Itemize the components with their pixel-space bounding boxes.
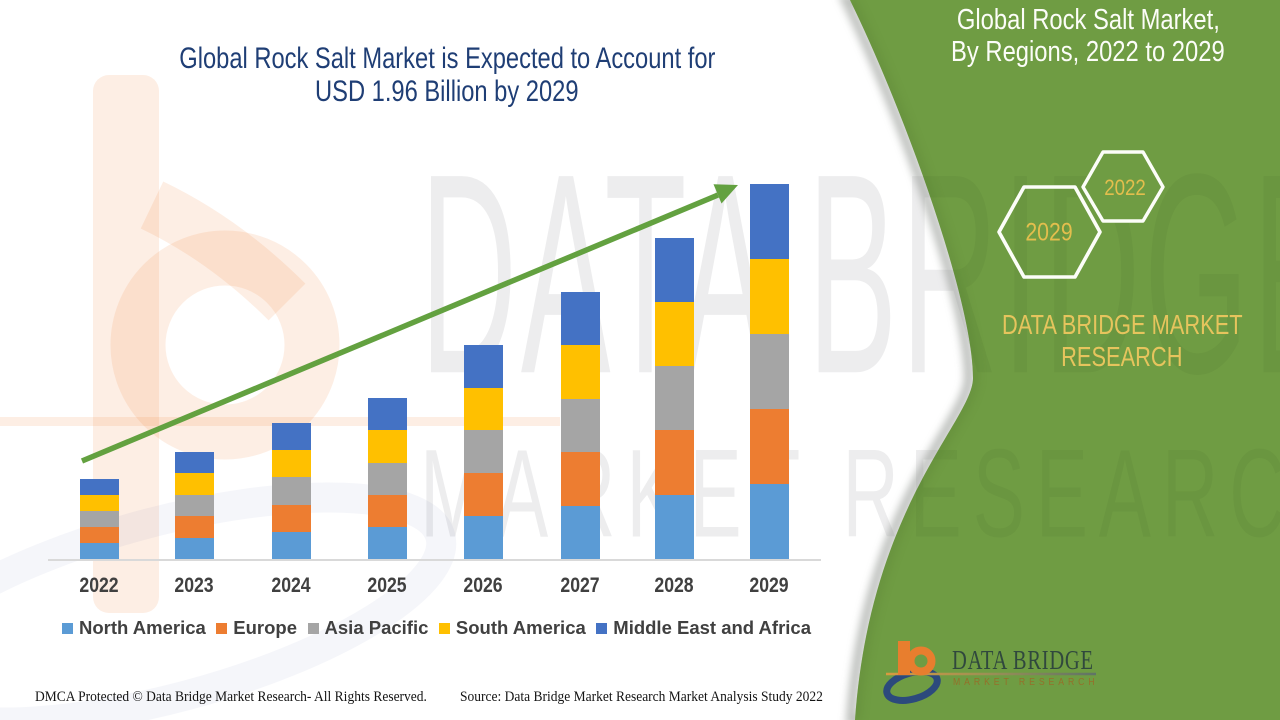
bar-segment-north-america xyxy=(367,526,407,559)
bar-segment-north-america xyxy=(749,483,789,559)
bar-column-2029 xyxy=(749,183,789,559)
bar-segment-middle-east-and-africa xyxy=(79,478,119,495)
side-panel-title: Global Rock Salt Market, By Regions, 202… xyxy=(888,4,1280,68)
hexagon-2029-label: 2029 xyxy=(1025,218,1073,247)
chart-legend: North America Europe Asia Pacific South Ame… xyxy=(62,617,811,639)
footer-dmca-text: DMCA Protected © Data Bridge Market Rese… xyxy=(35,689,427,705)
legend-swatch xyxy=(438,622,450,634)
bar-segment-asia-pacific xyxy=(367,462,407,495)
legend-swatch xyxy=(307,622,319,634)
bar-segment-south-america xyxy=(79,494,119,511)
bar-column-2027 xyxy=(560,292,600,559)
bar-segment-south-america xyxy=(654,301,694,367)
bar-segment-middle-east-and-africa xyxy=(463,344,503,388)
bar-column-2024 xyxy=(271,423,311,559)
legend-label: Asia Pacific xyxy=(324,617,429,638)
legend-label: Middle East and Africa xyxy=(613,617,811,638)
legend-item-europe: Europe xyxy=(216,617,297,639)
x-axis-label-2022: 2022 xyxy=(79,574,119,597)
bar-segment-europe xyxy=(367,494,407,527)
legend-label: South America xyxy=(455,617,586,638)
bar-segment-south-america xyxy=(560,345,600,399)
bar-segment-asia-pacific xyxy=(79,510,119,527)
bar-segment-middle-east-and-africa xyxy=(367,398,407,431)
x-axis-label-2023: 2023 xyxy=(174,574,214,597)
brand-wordmark-line1: DATA BRIDGE MARKET xyxy=(1001,309,1243,340)
bar-column-2028 xyxy=(654,237,694,559)
bar-segment-north-america xyxy=(463,516,503,559)
bar-segment-middle-east-and-africa xyxy=(271,423,311,451)
legend-swatch xyxy=(216,622,228,634)
bar-segment-europe xyxy=(174,516,214,538)
chart-title: Global Rock Salt Market is Expected to A… xyxy=(0,42,894,108)
bar-segment-middle-east-and-africa xyxy=(174,451,214,474)
legend-swatch xyxy=(62,622,73,634)
bar-segment-europe xyxy=(463,473,503,517)
bar-segment-south-america xyxy=(271,450,311,478)
bar-segment-south-america xyxy=(463,387,503,431)
bar-segment-europe xyxy=(271,504,311,532)
x-axis-label-2027: 2027 xyxy=(560,574,600,597)
bar-segment-north-america xyxy=(654,494,694,559)
legend-item-north-america: North America xyxy=(62,617,206,639)
brand-wordmark-line2: RESEARCH xyxy=(1061,341,1183,372)
x-axis-label-2025: 2025 xyxy=(367,574,407,597)
side-panel-title-line2: By Regions, 2022 to 2029 xyxy=(951,36,1225,68)
bar-segment-asia-pacific xyxy=(271,477,311,505)
logo-wordmark: DATA BRIDGE xyxy=(952,645,1094,675)
bar-segment-north-america xyxy=(174,537,214,559)
bar-segment-north-america xyxy=(271,531,311,559)
legend-label: Europe xyxy=(233,617,298,638)
chart-title-line2: USD 1.96 Billion by 2029 xyxy=(315,75,579,108)
bar-segment-asia-pacific xyxy=(174,494,214,517)
side-panel-title-line1: Global Rock Salt Market, xyxy=(956,4,1220,36)
bar-segment-north-america xyxy=(560,505,600,559)
legend-item-asia-pacific: Asia Pacific xyxy=(307,617,429,639)
x-axis-label-2024: 2024 xyxy=(271,574,311,597)
bar-segment-asia-pacific xyxy=(560,398,600,453)
bar-segment-asia-pacific xyxy=(654,366,694,431)
legend-item-south-america: South America xyxy=(438,617,586,639)
legend-swatch xyxy=(596,622,608,634)
bar-segment-europe xyxy=(79,526,119,543)
bar-segment-europe xyxy=(560,452,600,506)
bar-segment-europe xyxy=(654,430,694,495)
legend-item-middle-east-and-africa: Middle East and Africa xyxy=(596,617,811,639)
bar-column-2023 xyxy=(174,451,214,559)
brand-wordmark: DATA BRIDGE MARKET RESEARCH xyxy=(952,309,1280,373)
x-axis-label-2026: 2026 xyxy=(463,574,503,597)
footer-source-text: Source: Data Bridge Market Research Mark… xyxy=(460,689,823,705)
x-axis-label-2028: 2028 xyxy=(654,574,694,597)
bar-segment-south-america xyxy=(174,473,214,495)
bar-column-2022 xyxy=(79,478,119,559)
bar-segment-middle-east-and-africa xyxy=(654,237,694,302)
bar-segment-middle-east-and-africa xyxy=(560,292,600,346)
legend-label: North America xyxy=(79,617,206,638)
bar-segment-asia-pacific xyxy=(463,430,503,474)
bar-segment-middle-east-and-africa xyxy=(749,183,789,259)
x-axis-label-2029: 2029 xyxy=(749,574,789,597)
bar-column-2026 xyxy=(463,344,503,559)
logo-subtitle: MARKET RESEARCH xyxy=(953,677,1099,688)
chart-title-line1: Global Rock Salt Market is Expected to A… xyxy=(178,42,716,75)
hexagon-2022-label: 2022 xyxy=(1104,175,1146,200)
x-axis-line xyxy=(48,559,821,561)
bar-segment-north-america xyxy=(79,542,119,559)
bar-column-2025 xyxy=(367,398,407,559)
bar-segment-south-america xyxy=(367,430,407,463)
bar-segment-south-america xyxy=(749,258,789,334)
bar-segment-europe xyxy=(749,408,789,484)
bar-segment-asia-pacific xyxy=(749,333,789,409)
